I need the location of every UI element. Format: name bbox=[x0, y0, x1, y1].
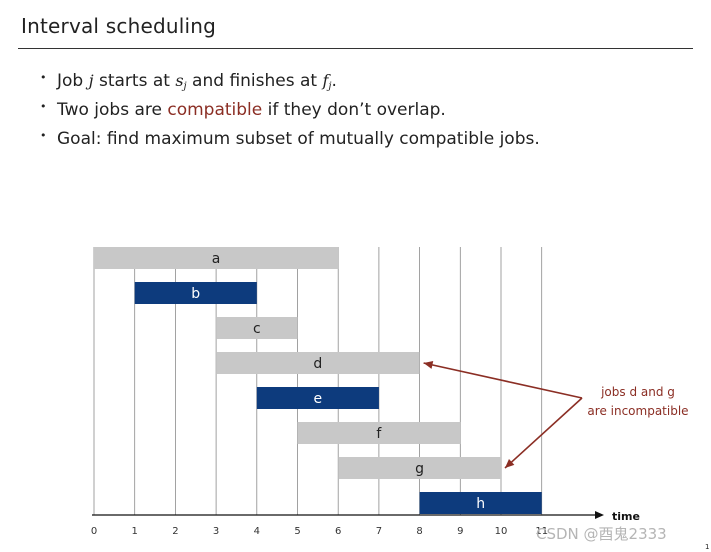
tick-label: 0 bbox=[91, 526, 97, 537]
bullet-list: • Job j starts at sj and finishes at fj.… bbox=[40, 68, 540, 155]
bullet-item-compatible: • Two jobs are compatible if they don’t … bbox=[40, 97, 540, 126]
watermark: CSDN @酉鬼2333 bbox=[536, 525, 667, 543]
title-divider bbox=[18, 48, 693, 49]
annotation-line-1: jobs d and g bbox=[600, 385, 675, 399]
tick-label: 8 bbox=[416, 526, 422, 537]
page-number: 1 bbox=[705, 543, 710, 551]
bullet-text: Two jobs are bbox=[57, 100, 168, 120]
tick-label: 7 bbox=[376, 526, 382, 537]
job-label-b: b bbox=[191, 286, 200, 302]
tick-label: 6 bbox=[335, 526, 341, 537]
job-bar-b bbox=[134, 282, 257, 304]
job-bar-g bbox=[338, 457, 501, 479]
tick-label: 4 bbox=[254, 526, 260, 537]
tick-label: 10 bbox=[495, 526, 508, 537]
bullet-text: starts at bbox=[93, 71, 176, 91]
annotation-arrow-d-head bbox=[423, 361, 434, 369]
job-label-c: c bbox=[253, 321, 261, 337]
annotation-arrow-g bbox=[504, 397, 583, 469]
bullet-item-job-definition: • Job j starts at sj and finishes at fj. bbox=[40, 68, 540, 97]
tick-label: 1 bbox=[132, 526, 138, 537]
bullet-dot: • bbox=[40, 71, 47, 84]
var-j: j bbox=[88, 71, 94, 90]
job-label-f: f bbox=[376, 426, 382, 442]
bullet-text: Job bbox=[57, 71, 89, 91]
var-f: f bbox=[322, 71, 329, 90]
job-bar-h bbox=[419, 492, 542, 514]
time-axis-label: time bbox=[612, 510, 640, 523]
job-bar-e bbox=[256, 387, 379, 409]
job-bar-a bbox=[94, 247, 339, 269]
tick-label: 5 bbox=[294, 526, 300, 537]
bullet-text: . bbox=[331, 71, 337, 91]
tick-label: 3 bbox=[213, 526, 219, 537]
annotation-line-2: are incompatible bbox=[587, 404, 688, 418]
time-axis-arrowhead bbox=[595, 511, 604, 519]
job-bar-d bbox=[216, 352, 420, 374]
bullet-text: Goal: find maximum subset of mutually co… bbox=[57, 129, 540, 149]
bullet-dot: • bbox=[40, 129, 47, 142]
var-s-subscript: j bbox=[183, 81, 187, 92]
highlight-compatible: compatible bbox=[167, 100, 263, 120]
tick-label: 11 bbox=[535, 526, 548, 537]
bullet-item-goal: • Goal: find maximum subset of mutually … bbox=[40, 126, 540, 155]
bullet-text: and finishes at bbox=[186, 71, 323, 91]
job-bar-f bbox=[297, 422, 461, 444]
job-label-d: d bbox=[313, 356, 322, 372]
job-label-e: e bbox=[314, 391, 323, 407]
job-label-h: h bbox=[476, 496, 485, 512]
var-s: s bbox=[175, 71, 184, 90]
job-label-a: a bbox=[212, 251, 221, 267]
bullet-text: if they don’t overlap. bbox=[262, 100, 446, 120]
annotation-arrow-d bbox=[423, 362, 583, 399]
annotation-arrow-g-head bbox=[505, 458, 515, 468]
var-f-subscript: j bbox=[328, 81, 332, 92]
bullet-dot: • bbox=[40, 100, 47, 113]
tick-label: 2 bbox=[172, 526, 178, 537]
job-bar-c bbox=[216, 317, 298, 339]
slide-title: Interval scheduling bbox=[21, 14, 217, 38]
tick-label: 9 bbox=[457, 526, 463, 537]
job-label-g: g bbox=[415, 461, 424, 477]
